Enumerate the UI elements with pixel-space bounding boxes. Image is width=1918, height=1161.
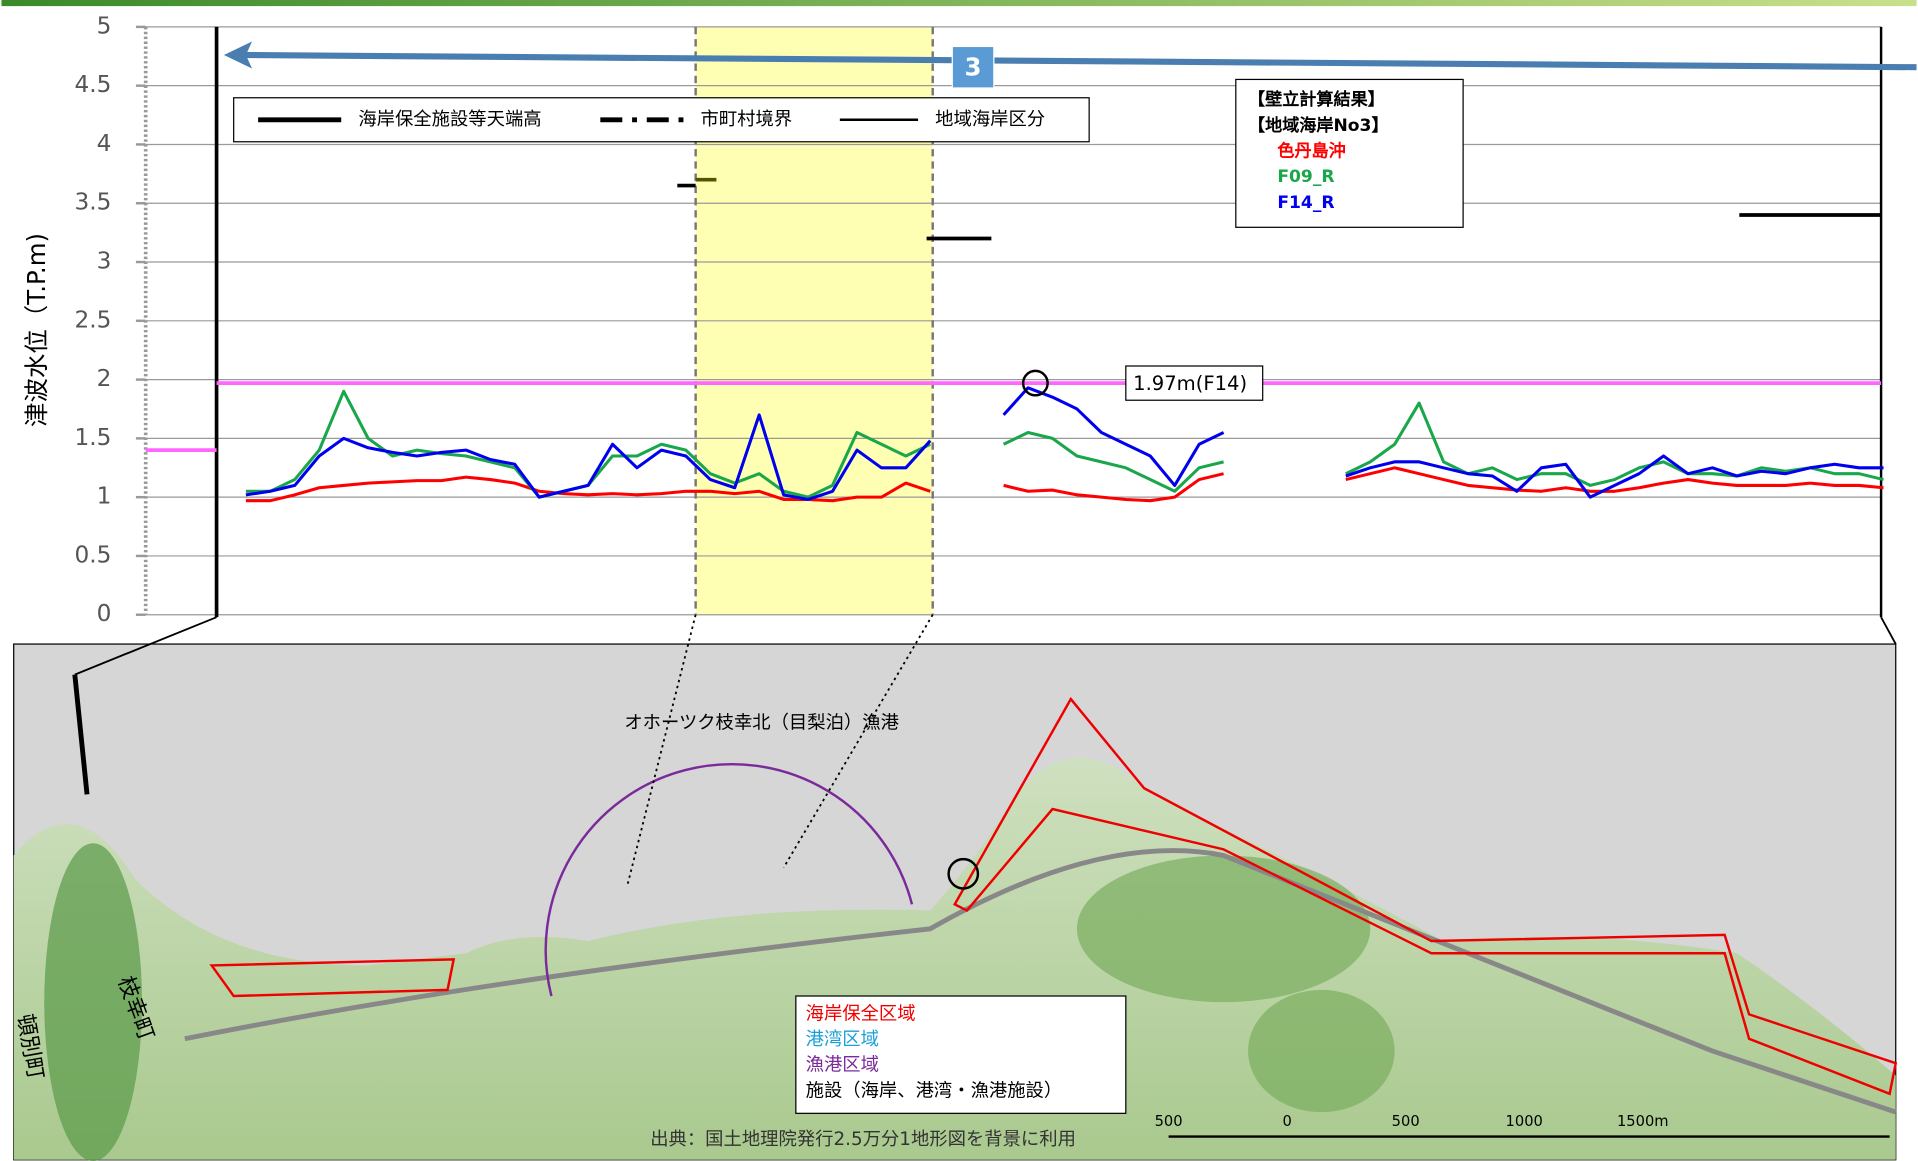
legend-label: 海岸保全施設等天端高 [358, 109, 541, 130]
scale-label: 1000 [1506, 1113, 1543, 1130]
result-box [1235, 78, 1464, 228]
land [13, 757, 1896, 1160]
y-tick-label: 2 [97, 365, 112, 392]
y-tick-label: 4.5 [75, 71, 112, 98]
legend-label: 市町村境界 [701, 109, 793, 130]
series-line [245, 386, 1884, 502]
map-legend-label: 港湾区域 [806, 1029, 879, 1050]
series-name: F14_R [1277, 193, 1334, 213]
connector [626, 614, 697, 887]
legend-label: 地域海岸区分 [935, 109, 1045, 130]
max-circle [1021, 369, 1049, 397]
hill [1076, 855, 1371, 1003]
y-tick-label: 3 [97, 248, 112, 275]
y-tick-label: 1 [97, 483, 112, 510]
map-legend-label: 海岸保全区域 [806, 1003, 916, 1024]
road [184, 848, 1897, 1115]
series-legend: 色丹島沖 F09_R F14_R [1277, 141, 1345, 213]
region-number: 3 [965, 52, 982, 81]
y-tick-label: 5 [97, 12, 112, 39]
y-tick-label: 0 [97, 600, 112, 627]
y-tick-label: 3.5 [75, 189, 112, 216]
y-tick-label: 0.5 [75, 541, 112, 568]
max-label-box [1125, 365, 1264, 401]
result-title: 【壁立計算結果】 [1248, 89, 1385, 110]
max-marker [947, 857, 980, 890]
y-tick-label: 2.5 [75, 306, 112, 333]
connector [782, 614, 934, 869]
map-legend [795, 995, 1127, 1114]
y-tick-label: 4 [97, 130, 112, 157]
series-name: F09_R [1277, 167, 1334, 187]
coast-zone [953, 696, 1898, 1096]
arrow [239, 51, 1917, 71]
series-line [245, 466, 1884, 503]
connector [74, 616, 217, 676]
map-legend-label: 施設（海岸、港湾・漁港施設） [806, 1080, 1063, 1101]
boundary [72, 674, 90, 795]
plot: 1.97m(F14) [145, 177, 1884, 503]
arrow-head [223, 41, 253, 69]
header-bar [1, 0, 1917, 7]
source: 出典：国土地理院発行2.5万分1地形図を背景に利用 [650, 1129, 1076, 1150]
y-tick-label: 1.5 [75, 424, 112, 451]
coast-zone [209, 958, 456, 998]
series-line [245, 389, 1884, 499]
map: オホーツク枝幸北（目梨泊）漁港 枝幸町 頓別町 海岸保全区域 港湾区域 漁港区域… [12, 614, 1898, 1161]
series-name: 色丹島沖 [1277, 141, 1345, 162]
port-name: オホーツク枝幸北（目梨泊）漁港 [624, 712, 899, 733]
hill [44, 843, 143, 1161]
hill [1248, 989, 1395, 1113]
result-subtitle: 【地域海岸No3】 [1248, 115, 1389, 136]
port-zone [544, 762, 914, 997]
scale-label: 500 [1155, 1113, 1183, 1130]
scale-label: 500 [1392, 1113, 1420, 1130]
y-axis-label: 津波水位（T.P.m) [22, 233, 51, 427]
scale-label: 1500m [1617, 1113, 1669, 1130]
region-badge [951, 45, 995, 89]
connector [1880, 616, 1897, 645]
scale-label: 0 [1282, 1113, 1291, 1130]
map-legend-label: 漁港区域 [806, 1055, 879, 1076]
max-label: 1.97m(F14) [1133, 372, 1247, 395]
